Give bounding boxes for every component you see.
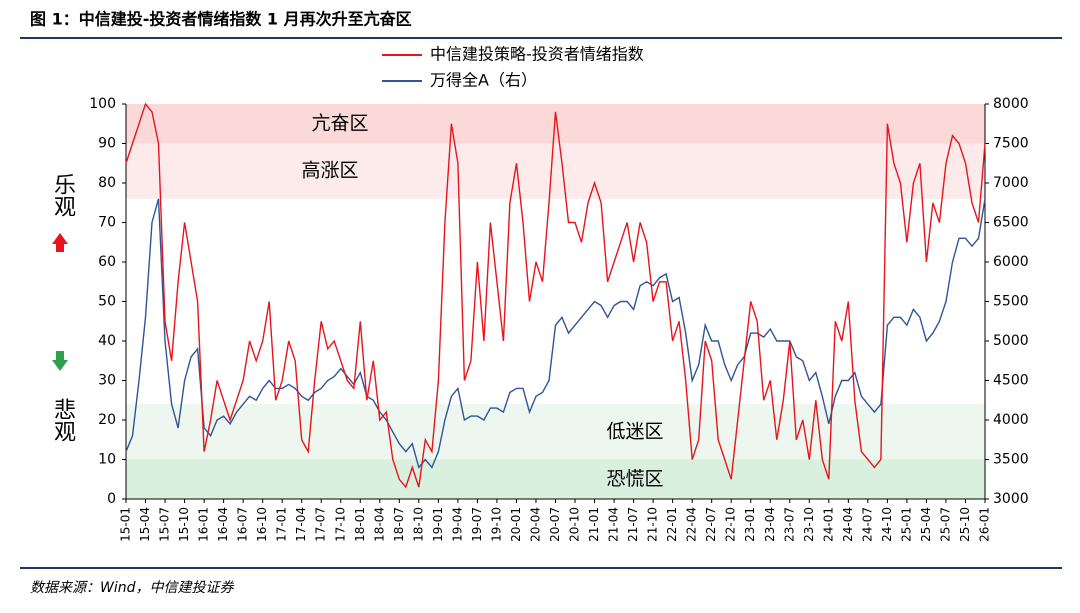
x-tick-label: 25-10 — [958, 507, 972, 542]
x-tick-label: 25-07 — [938, 507, 952, 542]
up-arrow — [52, 233, 68, 252]
x-tick-label: 19-07 — [470, 507, 484, 542]
x-tick-label: 20-01 — [509, 507, 523, 542]
x-tick-label: 25-04 — [919, 507, 933, 542]
x-tick-label: 16-01 — [197, 507, 211, 542]
zone — [126, 143, 985, 199]
source: 数据来源：Wind，中信建投证券 — [30, 580, 234, 596]
x-tick-label: 21-10 — [646, 507, 660, 542]
y2-tick-label: 6500 — [993, 215, 1029, 231]
zone-label: 恐慌区 — [606, 468, 663, 490]
x-tick-label: 18-01 — [353, 507, 367, 542]
y-tick-label: 50 — [98, 294, 116, 310]
x-tick-label: 16-07 — [236, 507, 250, 542]
x-tick-label: 22-01 — [665, 507, 679, 542]
x-tick-label: 17-04 — [294, 507, 308, 542]
zone-label: 亢奋区 — [311, 112, 368, 134]
optimism-label: 乐观 — [50, 173, 76, 217]
x-tick-label: 24-07 — [860, 507, 874, 542]
x-tick-label: 22-04 — [685, 507, 699, 542]
x-tick-label: 26-01 — [978, 507, 992, 542]
x-tick-label: 20-04 — [528, 507, 542, 542]
x-tick-label: 17-01 — [275, 507, 289, 542]
x-tick-label: 16-10 — [255, 507, 269, 542]
y2-tick-label: 5000 — [993, 333, 1029, 349]
x-tick-label: 17-10 — [333, 507, 347, 542]
y-tick-label: 90 — [98, 136, 116, 152]
y-tick-label: 10 — [98, 452, 116, 468]
y-tick-label: 60 — [98, 254, 116, 270]
x-tick-label: 24-04 — [841, 507, 855, 542]
y2-tick-label: 3000 — [993, 491, 1029, 507]
y-tick-label: 70 — [98, 215, 116, 231]
legend-label: 万得全A（右） — [430, 71, 537, 90]
zone — [126, 104, 985, 144]
x-tick-label: 18-10 — [411, 507, 425, 542]
x-tick-label: 15-01 — [119, 507, 133, 542]
x-tick-label: 19-04 — [450, 507, 464, 542]
y2-tick-label: 7000 — [993, 175, 1029, 191]
x-tick-label: 15-07 — [158, 507, 172, 542]
x-tick-label: 19-10 — [489, 507, 503, 542]
y2-tick-label: 4500 — [993, 373, 1029, 389]
x-tick-label: 22-10 — [724, 507, 738, 542]
pessimism-label: 悲观 — [50, 398, 76, 442]
x-tick-label: 16-04 — [216, 507, 230, 542]
y2-tick-label: 8000 — [993, 96, 1029, 112]
x-tick-label: 17-07 — [314, 507, 328, 542]
legend-label: 中信建投策略-投资者情绪指数 — [430, 45, 644, 64]
x-tick-label: 24-10 — [880, 507, 894, 542]
zone-label: 低迷区 — [606, 420, 663, 442]
x-tick-label: 23-10 — [802, 507, 816, 542]
x-tick-label: 15-10 — [177, 507, 191, 542]
y2-tick-label: 5500 — [993, 294, 1029, 310]
x-tick-label: 24-01 — [821, 507, 835, 542]
chart-title: 图 1：中信建投-投资者情绪指数 1 月再次升至亢奋区 — [30, 10, 412, 29]
x-tick-label: 23-07 — [782, 507, 796, 542]
x-tick-label: 18-07 — [392, 507, 406, 542]
y-tick-label: 80 — [98, 175, 116, 191]
zone-label: 高涨区 — [301, 160, 358, 182]
x-tick-label: 21-01 — [587, 507, 601, 542]
y-tick-label: 30 — [98, 373, 116, 389]
y-tick-label: 0 — [107, 491, 116, 507]
y2-tick-label: 3500 — [993, 452, 1029, 468]
x-tick-label: 20-07 — [548, 507, 562, 542]
x-tick-label: 18-04 — [372, 507, 386, 542]
series-line — [125, 198, 986, 469]
x-tick-label: 19-01 — [431, 507, 445, 542]
x-tick-label: 15-04 — [138, 507, 152, 542]
zone — [126, 404, 985, 460]
y-tick-label: 20 — [98, 412, 116, 428]
y2-tick-label: 7500 — [993, 136, 1029, 152]
y2-tick-label: 4000 — [993, 412, 1029, 428]
x-tick-label: 20-10 — [568, 507, 582, 542]
x-tick-label: 22-07 — [704, 507, 718, 542]
y-tick-label: 40 — [98, 333, 116, 349]
x-tick-label: 21-04 — [607, 507, 621, 542]
y-tick-label: 100 — [89, 96, 116, 112]
series-line — [125, 102, 986, 489]
down-arrow — [52, 351, 68, 371]
y2-tick-label: 6000 — [993, 254, 1029, 270]
x-tick-label: 25-01 — [899, 507, 913, 542]
zone — [126, 459, 985, 499]
x-tick-label: 23-04 — [763, 507, 777, 542]
x-tick-label: 21-07 — [626, 507, 640, 542]
x-tick-label: 23-01 — [743, 507, 757, 542]
